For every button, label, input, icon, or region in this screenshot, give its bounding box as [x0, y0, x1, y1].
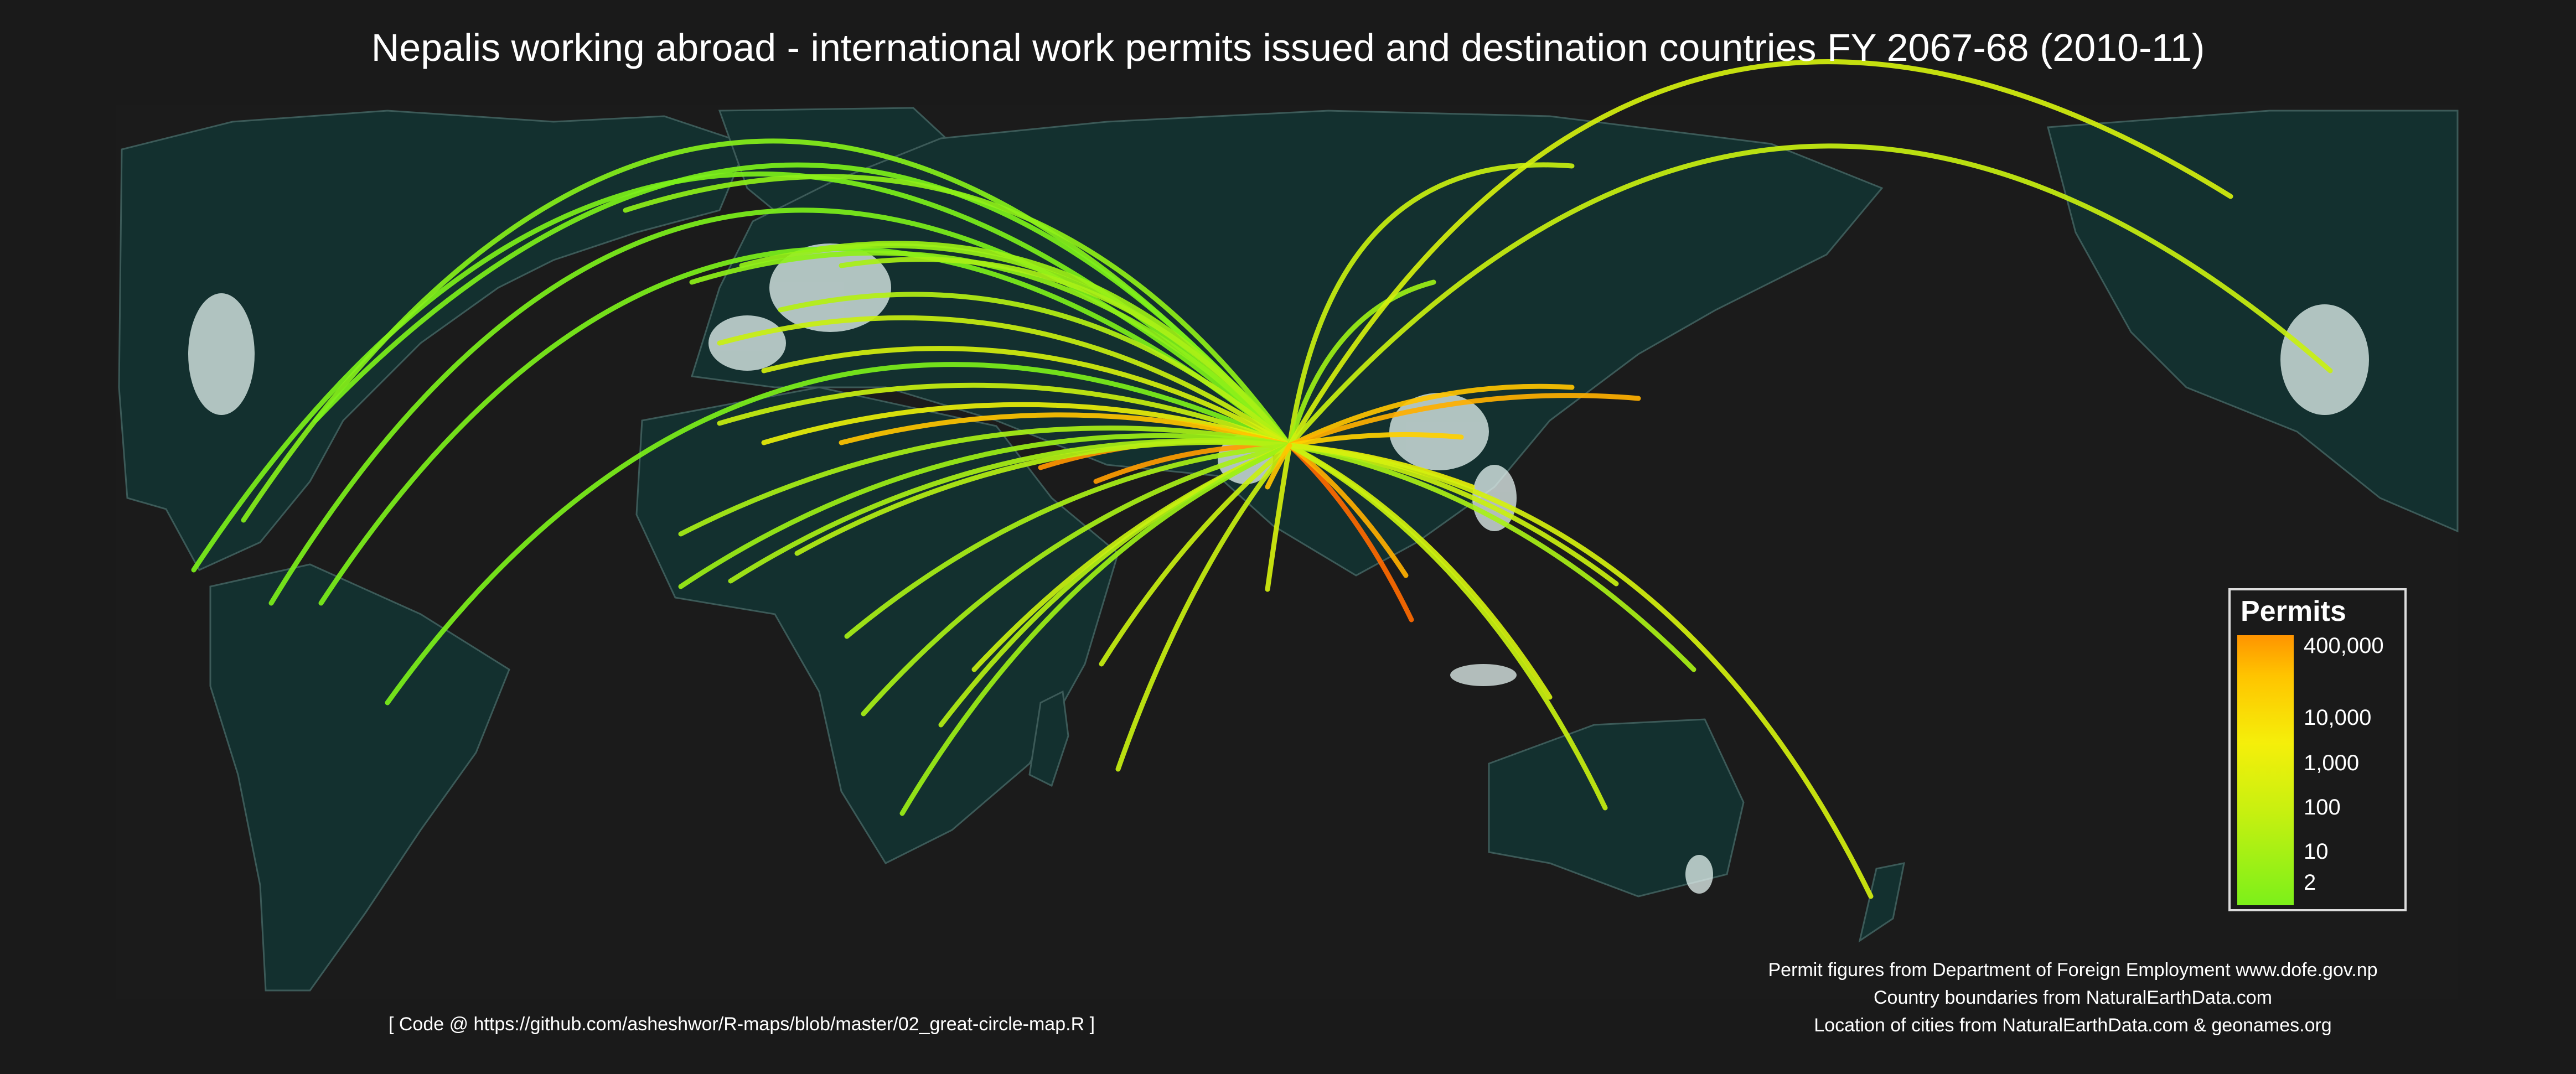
- legend-title: Permits: [2241, 595, 2346, 627]
- legend-tick-100: 100: [2304, 795, 2341, 819]
- flight-arc: [1287, 443, 1696, 672]
- flight-arc: [1287, 279, 1436, 448]
- flight-arcs: [191, 59, 2333, 899]
- legend-tick-2: 2: [2304, 870, 2316, 895]
- flight-arc: [839, 257, 1292, 448]
- flight-arc: [318, 246, 1292, 606]
- flight-arc: [717, 315, 1292, 448]
- flight-arc: [678, 426, 1292, 537]
- australia-land: [1488, 718, 1745, 897]
- flight-arc: [1115, 443, 1292, 772]
- flight-arc: [861, 443, 1292, 717]
- flight-arc: [717, 382, 1292, 448]
- legend-tick-1000: 1,000: [2304, 751, 2359, 775]
- legend-tick-10000: 10,000: [2304, 705, 2371, 730]
- code-credit: [ Code @ https://github.com/asheshwor/R-…: [389, 1014, 1095, 1035]
- flight-arc: [778, 292, 1292, 448]
- flight-arc: [1287, 443, 1409, 578]
- madagascar-land: [1028, 690, 1069, 787]
- legend-tick-10: 10: [2304, 839, 2329, 864]
- flight-arc: [385, 362, 1292, 705]
- south-america-land: [209, 563, 510, 992]
- flight-arc: [839, 412, 1292, 448]
- flight-arc: [761, 346, 1292, 448]
- map-panel: [116, 105, 2459, 999]
- source-line-boundaries: Country boundaries from NaturalEarthData…: [1874, 987, 2272, 1008]
- flight-arc: [623, 174, 1292, 448]
- flight-arc: [1287, 383, 1575, 448]
- flight-arc: [1287, 443, 1874, 899]
- flight-arc: [1287, 393, 1641, 448]
- flight-arc: [1265, 443, 1292, 592]
- legend-tick-400000: 400,000: [2304, 634, 2384, 658]
- flight-arc: [689, 250, 1292, 448]
- map-title: Nepalis working abroad - international w…: [371, 26, 2205, 69]
- legend-colorbar: [2237, 635, 2294, 905]
- flight-arc: [1287, 59, 2233, 448]
- flight-arc: [1287, 443, 1608, 811]
- flight-arc: [844, 443, 1292, 639]
- flight-arc: [1287, 143, 2333, 448]
- permits-legend: Permits 400,000 10,000 1,000 100 10 2: [2228, 588, 2407, 911]
- flight-arc: [1265, 443, 1292, 490]
- source-line-dofe: Permit figures from Department of Foreig…: [1768, 959, 2377, 980]
- flight-arc: [678, 433, 1292, 589]
- americas-east-land: [2047, 110, 2459, 533]
- flight-arc: [1287, 432, 1464, 448]
- flight-arc: [313, 162, 1292, 448]
- new-zealand-land: [1858, 862, 1905, 943]
- flight-arc: [1099, 443, 1292, 667]
- flight-arc: [1287, 162, 1575, 448]
- flight-arc: [794, 439, 1292, 556]
- flight-arc: [761, 402, 1292, 448]
- source-line-cities: Location of cities from NaturalEarthData…: [1814, 1015, 2331, 1036]
- flight-arc: [899, 443, 1292, 816]
